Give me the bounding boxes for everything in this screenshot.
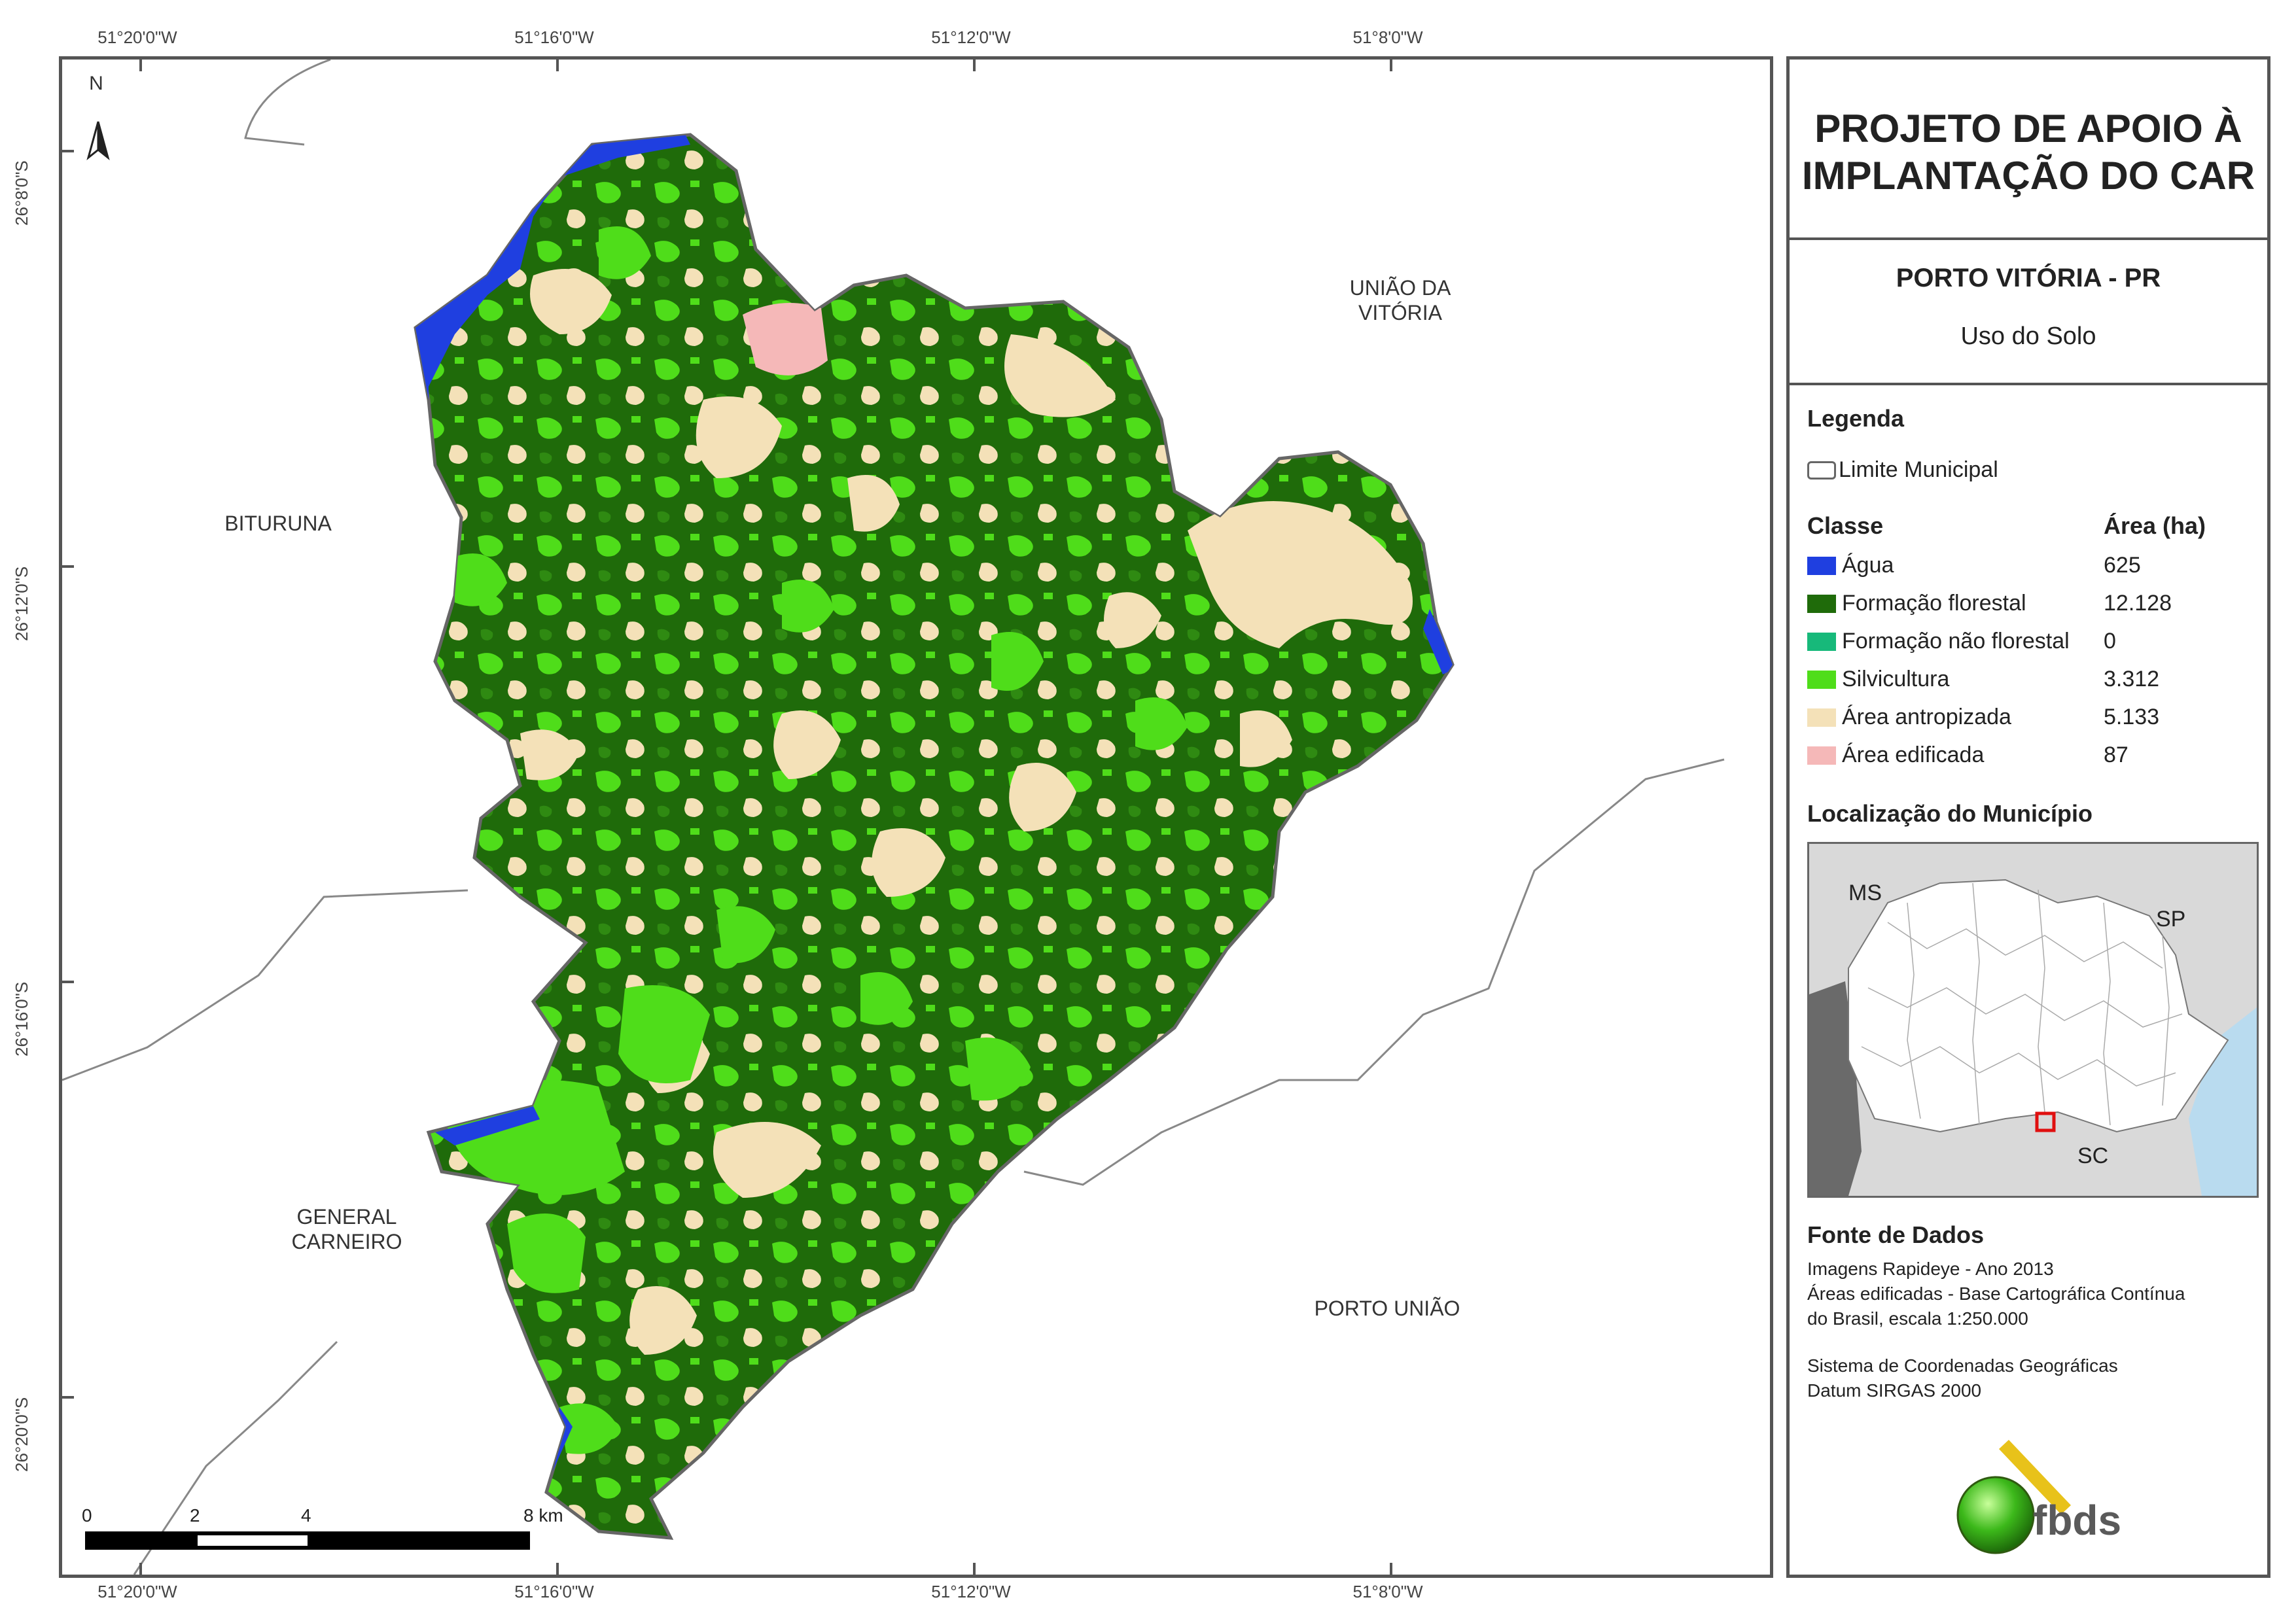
class-label-agua: Água <box>1842 553 1894 578</box>
label-porto-uniao: PORTO UNIÃO <box>1314 1297 1460 1320</box>
fbds-logo-icon <box>1956 1440 2071 1554</box>
coord-left-4: 26°20'0"S <box>12 1397 31 1472</box>
locator-heading: Localização do Município <box>1807 800 2093 827</box>
scale-label-2: 2 <box>190 1505 200 1526</box>
fbds-logo-text: fbds <box>2033 1497 2122 1544</box>
municipio-title: PORTO VITÓRIA - PR <box>1896 264 2161 292</box>
neighbor-boundaries <box>62 60 1725 1575</box>
coord-bottom-1: 51°20'0"W <box>97 1582 177 1601</box>
classe-heading: Classe <box>1807 512 1884 539</box>
subtitle-section: PORTO VITÓRIA - PR Uso do Solo <box>1790 237 2267 385</box>
coord-bottom-4: 51°8'0"W <box>1352 1582 1423 1601</box>
locator-label-ms: MS <box>1848 881 1882 905</box>
coord-top-3: 51°12'0"W <box>931 27 1011 47</box>
class-area-formacao-florestal: 12.128 <box>2104 591 2172 616</box>
locator-label-sp: SP <box>2156 907 2186 932</box>
class-area-silvicultura: 3.312 <box>2104 667 2160 691</box>
scale-label-8: 8 km <box>523 1505 563 1526</box>
locator-label-sc: SC <box>2077 1143 2109 1168</box>
class-area-area-antropizada: 5.133 <box>2104 705 2160 729</box>
scale-label-0: 0 <box>82 1505 92 1526</box>
coord-left-1: 26°8'0"S <box>12 160 31 226</box>
coord-left-3: 26°16'0"S <box>12 981 31 1056</box>
coord-left-2: 26°12'0"S <box>12 566 31 641</box>
class-label-formacao-florestal: Formação florestal <box>1842 591 2026 616</box>
class-label-area-edificada: Área edificada <box>1842 742 1985 767</box>
label-bituruna: BITURUNA <box>224 512 332 535</box>
coord-bottom-2: 51°16'0"W <box>514 1582 594 1601</box>
label-general-carneiro: GENERAL CARNEIRO <box>291 1205 402 1253</box>
class-label-area-antropizada: Área antropizada <box>1842 705 2011 729</box>
coord-top-2: 51°16'0"W <box>514 27 594 47</box>
class-area-agua: 625 <box>2104 553 2141 578</box>
class-area-area-edificada: 87 <box>2104 742 2128 767</box>
project-title: PROJETO DE APOIO À IMPLANTAÇÃO DO CAR <box>1801 107 2255 198</box>
frame-ticks <box>62 60 1392 1575</box>
class-label-silvicultura: Silvicultura <box>1842 667 1950 691</box>
swatch-silvicultura <box>1807 671 1836 689</box>
locator-svg <box>1809 879 2257 1196</box>
fonte-srs: Sistema de Coordenadas Geográficas Datum… <box>1807 1355 2118 1401</box>
label-uniao-da-vitoria: UNIÃO DA VITÓRIA <box>1349 276 1451 324</box>
title-section: PROJETO DE APOIO À IMPLANTAÇÃO DO CAR <box>1790 60 2267 240</box>
locator-map: MS SP SC <box>1807 842 2259 1198</box>
class-label-formacao-nao-florestal: Formação não florestal <box>1842 629 2070 654</box>
fonte-heading: Fonte de Dados <box>1807 1221 1985 1248</box>
swatch-formacao-nao-florestal <box>1807 633 1836 651</box>
map-frame: N UNIÃO DA VITÓRIA BITURUNA GENERAL CARN… <box>59 56 1773 1578</box>
limite-swatch <box>1807 461 1836 480</box>
coord-top-1: 51°20'0"W <box>97 27 177 47</box>
fonte-lines: Imagens Rapideye - Ano 2013 Áreas edific… <box>1807 1259 2185 1329</box>
area-heading: Área (ha) <box>2104 512 2206 539</box>
coord-top-4: 51°8'0"W <box>1352 27 1423 47</box>
north-arrow-icon <box>86 121 110 161</box>
coord-bottom-3: 51°12'0"W <box>931 1582 1011 1601</box>
north-label: N <box>89 73 103 94</box>
swatch-area-antropizada <box>1807 708 1836 727</box>
limite-label: Limite Municipal <box>1839 457 1998 482</box>
swatch-area-edificada <box>1807 746 1836 765</box>
legend-heading: Legenda <box>1807 405 1905 432</box>
scale-label-4: 4 <box>301 1505 311 1526</box>
swatch-formacao-florestal <box>1807 595 1836 613</box>
class-area-formacao-nao-florestal: 0 <box>2104 629 2116 654</box>
municipality-area <box>414 133 1455 1540</box>
theme-title: Uso do Solo <box>1960 323 2096 350</box>
scale-bar <box>85 1531 530 1550</box>
swatch-agua <box>1807 557 1836 575</box>
side-panel: PROJETO DE APOIO À IMPLANTAÇÃO DO CAR PO… <box>1786 56 2270 1578</box>
land-use-map <box>62 60 1725 1575</box>
